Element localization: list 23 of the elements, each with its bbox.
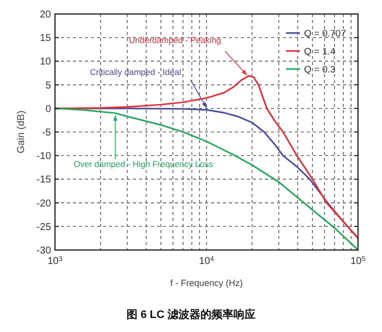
- x-axis-title: f - Frequency (Hz): [170, 278, 243, 288]
- y-tick-label: 20: [40, 10, 52, 20]
- x-tick-label: 10$^{4}$: [198, 256, 214, 267]
- y-tick-label: 5: [45, 80, 52, 92]
- y-tick-label: -20: [36, 198, 52, 210]
- text: 图 6 LC 滤波器的频率响应: [126, 308, 256, 321]
- legend-label: Q = 0.3: [304, 64, 336, 76]
- y-axis-title: Gain (dB): [16, 110, 27, 154]
- x-tick-label: 10$^{3}$: [47, 256, 63, 267]
- y-tick-label: -10: [36, 151, 52, 162]
- y-tick-label: -25: [36, 222, 52, 233]
- legend-label: Q = 1.4: [304, 46, 336, 58]
- x-tick-label: 10$^{5}$: [350, 256, 366, 267]
- y-tick-label: 15: [40, 33, 52, 44]
- y-tick-label: -30: [36, 246, 52, 256]
- legend-label: Q = 0.707: [304, 28, 346, 40]
- y-tick-label: -15: [36, 174, 52, 186]
- y-tick-label: 10: [40, 56, 52, 68]
- y-tick-label: -5: [42, 128, 52, 138]
- annotation: Underdamped - Peaking: [128, 35, 222, 46]
- y-tick-label: 0: [45, 104, 52, 115]
- annotation: Critically damped - Ideal: [90, 66, 182, 77]
- annotation: Over damped - High Frequency Loss: [74, 159, 213, 170]
